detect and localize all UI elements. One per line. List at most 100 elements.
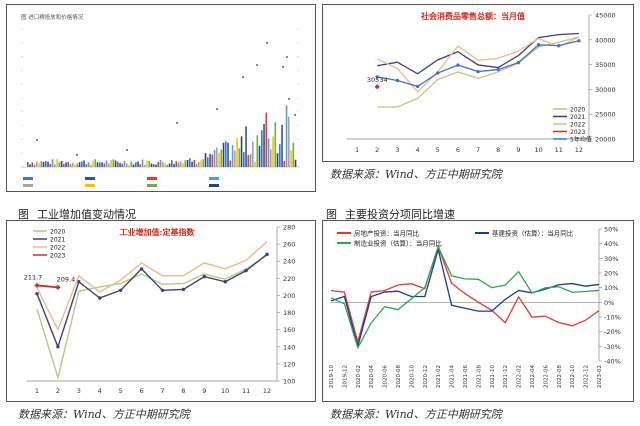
retail-avg-point	[476, 69, 480, 74]
thumbnail-bar	[166, 164, 169, 167]
thumbnail-bar	[51, 159, 54, 167]
thumbnail-bar	[177, 162, 180, 167]
retail-x-tick-label: 6	[456, 146, 460, 154]
industry-x-tick-label: 10	[221, 387, 229, 395]
retail-source-note: 数据来源：Wind、方正中期研究院	[330, 168, 502, 181]
industry-y-tick-label: 200	[283, 292, 295, 300]
industry-2021-point	[160, 288, 165, 293]
thumbnail-bar	[137, 161, 139, 167]
thumbnail-bar	[200, 160, 202, 167]
thumbnail-bar	[285, 105, 288, 167]
thumbnail-bar	[292, 142, 295, 167]
investment-x-tick-label: 2020-12	[423, 365, 429, 388]
thumbnail-bar	[258, 145, 261, 167]
thumbnail-bar	[238, 148, 241, 167]
retail-avg-point	[456, 63, 460, 67]
industry-x-tick-label: 1	[35, 387, 39, 395]
thumbnail-bar	[279, 144, 281, 167]
industry-x-tick-label: 5	[119, 387, 123, 395]
thumbnail-bar	[256, 135, 259, 167]
thumbnail-bar	[110, 159, 112, 167]
industry-x-tick-label: 9	[202, 387, 206, 395]
thumbnail-bar	[94, 159, 97, 167]
industry-source-note: 数据来源：Wind、方正中期研究院	[18, 408, 190, 421]
industry-series-line	[36, 253, 268, 349]
thumbnail-bar	[42, 162, 45, 167]
industry-y-tick-label: 140	[283, 343, 295, 351]
thumbnail-bar	[101, 162, 103, 167]
industry-caption-label: 图	[18, 208, 29, 221]
thumbnail-bar	[204, 153, 207, 167]
thumbnail-bar	[180, 161, 182, 167]
thumbnail-legend-swatch	[147, 184, 157, 187]
thumbnail-bar	[288, 116, 290, 167]
investment-y-tick-label: -30%	[604, 343, 621, 351]
retail-2023-point	[374, 84, 380, 90]
investment-x-tick-label: 2022-10	[570, 365, 576, 388]
retail-x-tick-label: 1	[355, 146, 359, 154]
industry-series-line	[36, 284, 58, 289]
thumbnail-bar	[276, 153, 279, 167]
thumbnail-bar	[132, 164, 135, 167]
thumbnail-legend-swatch	[209, 177, 219, 180]
thumbnail-bar	[283, 160, 286, 167]
thumbnail-bar	[96, 162, 99, 167]
industry-annotation: 211.7	[24, 273, 43, 281]
industry-2021-point	[223, 280, 227, 284]
thumbnail-dot	[216, 108, 218, 110]
industry-y-tick-label: 220	[283, 275, 295, 283]
thumbnail-bar	[139, 164, 142, 167]
industry-series-line	[36, 254, 268, 381]
thumbnail-bar	[263, 124, 265, 167]
retail-x-tick-label: 7	[476, 146, 480, 154]
retail-y-tick-label: 30000	[595, 86, 616, 94]
thumbnail-bar	[112, 159, 115, 167]
thumbnail-bar	[254, 162, 256, 167]
retail-avg-point	[536, 43, 541, 47]
investment-x-tick-label: 2021-12	[503, 365, 509, 388]
thumbnail-bar	[290, 150, 292, 167]
industry-2023-point	[34, 282, 40, 289]
retail-series-line	[377, 32, 579, 75]
investment-x-tick-label: 2021-06	[463, 365, 469, 388]
thumbnail-bar	[173, 164, 175, 167]
investment-x-tick-label: 2019-10	[329, 365, 335, 388]
thumbnail-bar	[144, 164, 146, 167]
thumbnail-bar	[85, 164, 88, 167]
thumbnail-dot	[126, 149, 128, 151]
thumbnail-bar	[164, 163, 166, 167]
thumbnail-bar	[114, 160, 117, 167]
thumbnail-bar	[31, 162, 34, 167]
thumbnail-bar	[227, 142, 229, 167]
thumbnail-dot	[76, 154, 78, 156]
investment-y-tick-label: 40%	[604, 240, 618, 248]
thumbnail-bar	[81, 161, 83, 167]
thumbnail-bar	[67, 161, 70, 167]
thumbnail-bar	[207, 157, 209, 167]
thumbnail-bar	[135, 162, 137, 167]
retail-annotation: 30534	[367, 76, 388, 84]
retail-avg-point	[415, 84, 420, 89]
thumbnail-bar	[202, 159, 205, 167]
thumbnail-bar	[247, 155, 250, 167]
thumbnail-dot	[266, 42, 268, 44]
investment-x-tick-label: 2021-10	[490, 365, 496, 388]
thumbnail-bar	[69, 164, 72, 167]
thumbnail-dot	[282, 66, 284, 68]
thumbnail-bar	[195, 164, 198, 167]
thumbnail-bar	[63, 163, 65, 167]
thumbnail-bar	[213, 150, 216, 167]
thumbnail-bar	[126, 163, 128, 167]
thumbnail-bar	[45, 160, 47, 167]
thumbnail-bar	[83, 160, 85, 167]
retail-chart-title: 社会消费品零售总额：当月值	[420, 11, 525, 21]
investment-y-tick-label: 50%	[604, 226, 618, 234]
thumbnail-bar	[58, 162, 61, 167]
industry-legend-label: 2023	[50, 252, 65, 259]
thumbnail-bar	[108, 163, 110, 167]
thumbnail-bar	[74, 164, 76, 167]
investment-legend-label: 基建投资（估算）：当月同比	[492, 229, 574, 238]
investment-x-tick-label: 2023-02	[597, 365, 603, 388]
thumbnail-legend-swatch	[85, 177, 95, 180]
